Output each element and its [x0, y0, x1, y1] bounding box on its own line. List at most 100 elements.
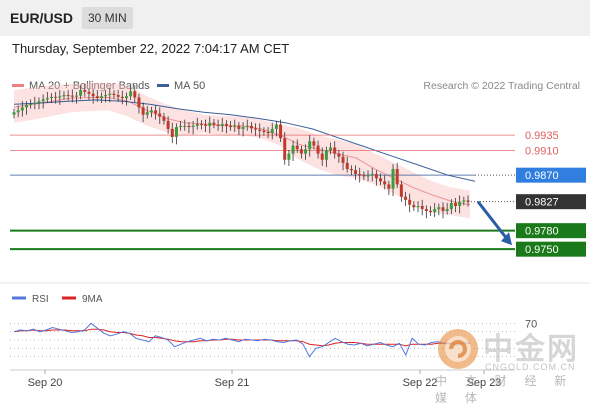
level-label-0.9935: 0.9935	[525, 130, 559, 142]
candle-body	[183, 125, 187, 127]
candle-body	[312, 141, 316, 146]
candle-body	[412, 204, 416, 208]
candle-body	[99, 96, 103, 99]
candle-body	[404, 196, 408, 200]
watermark-title: 中金网	[483, 332, 579, 367]
legend-label-ma50: MA 50	[174, 80, 206, 92]
level-label-0.9910: 0.9910	[525, 146, 559, 158]
candle-body	[158, 113, 162, 117]
candle-body	[112, 93, 116, 95]
chart-header: EUR/USD 30 MIN	[0, 0, 590, 36]
candle-body	[379, 178, 383, 182]
candle-body	[299, 149, 303, 154]
x-tick-label-sep-22: Sep 22	[403, 377, 438, 389]
legend-ma20: MA 20 + Bollinger Bands	[12, 80, 150, 92]
bollinger-band-area	[14, 82, 470, 219]
level-tag-0.9870	[516, 167, 586, 183]
candle-body	[229, 125, 233, 128]
level-label-0.9870: 0.9870	[525, 170, 559, 182]
candle-body	[433, 209, 437, 213]
candle-body	[208, 122, 212, 126]
candle-body	[320, 153, 324, 160]
candle-body	[316, 145, 320, 154]
candle-body	[129, 91, 133, 97]
ma50-line	[13, 99, 476, 182]
candle-body	[370, 173, 374, 176]
candle-body	[162, 116, 166, 121]
candle-body	[74, 95, 78, 97]
candle-body	[16, 110, 20, 113]
candle-body	[416, 206, 420, 208]
candle-body	[199, 123, 203, 125]
candle-body	[237, 125, 241, 129]
x-tick-label-sep-23: Sep 23	[467, 377, 502, 389]
level-tag-0.9780	[516, 223, 586, 239]
x-tick-label-sep-21: Sep 21	[215, 377, 250, 389]
candle-body	[420, 206, 424, 210]
candle-body	[41, 99, 45, 102]
candle-body	[383, 181, 387, 185]
candle-body	[270, 128, 274, 134]
legend-swatch-ma20	[12, 83, 24, 87]
candle-body	[366, 175, 370, 177]
candle-body	[191, 125, 195, 128]
level-label-0.9750: 0.9750	[525, 244, 559, 256]
candle-body	[66, 95, 70, 96]
instrument-title: EUR/USD	[10, 10, 74, 26]
candle-body	[337, 153, 341, 157]
candle-body	[354, 170, 358, 174]
candle-body	[274, 124, 278, 129]
candle-body	[324, 150, 328, 160]
candle-body	[91, 93, 95, 97]
candle-body	[120, 96, 124, 99]
candle-body	[387, 184, 391, 189]
candle-body	[441, 207, 445, 211]
candle-body	[454, 202, 458, 206]
candle-body	[245, 125, 249, 128]
watermark: 中金网 CNGOLD.COM.CN 中 文 财 经 新 媒 体	[435, 324, 585, 405]
candle-body	[258, 129, 262, 131]
research-credit: Research © 2022 Trading Central	[423, 80, 580, 92]
candle-body	[54, 96, 58, 98]
candle-body	[62, 95, 66, 97]
candle-body	[108, 93, 112, 95]
candle-body	[187, 125, 191, 128]
candle-body	[104, 95, 108, 97]
candle-body	[133, 91, 137, 98]
candle-body	[145, 112, 149, 115]
legend-ma50: MA 50	[157, 80, 205, 92]
candle-body	[333, 147, 337, 154]
forecast-arrow-head-icon	[501, 232, 512, 246]
candle-body	[12, 112, 16, 115]
candle-body	[249, 125, 253, 129]
timeframe-badge[interactable]: 30 MIN	[82, 7, 133, 29]
candle-body	[212, 122, 216, 125]
candle-body	[391, 169, 395, 189]
candle-body	[449, 202, 453, 210]
candle-body	[20, 107, 24, 111]
candle-body	[45, 98, 49, 100]
x-tick-label-sep-20: Sep 20	[28, 377, 63, 389]
candle-body	[166, 120, 170, 129]
candle-body	[220, 123, 224, 126]
rsi-ma-legend-label: 9MA	[82, 294, 103, 305]
level-label-0.9827: 0.9827	[525, 197, 559, 209]
candle-body	[308, 141, 312, 150]
chart-timestamp: Thursday, September 22, 2022 7:04:17 AM …	[12, 41, 290, 56]
watermark-url: CNGOLD.COM.CN	[485, 362, 576, 372]
candle-body	[204, 124, 208, 126]
candle-body	[287, 153, 291, 160]
candle-body	[349, 169, 353, 171]
candle-body	[279, 124, 283, 139]
candle-body	[24, 104, 28, 108]
candle-body	[458, 201, 462, 206]
candle-body	[304, 149, 308, 154]
candle-body	[124, 96, 128, 99]
candle-body	[345, 162, 349, 169]
rsi-legend-label: RSI	[32, 294, 49, 305]
candle-body	[224, 123, 228, 126]
rsi-level-label: 70	[525, 318, 537, 330]
candle-body	[29, 104, 33, 106]
candle-body	[58, 96, 62, 98]
